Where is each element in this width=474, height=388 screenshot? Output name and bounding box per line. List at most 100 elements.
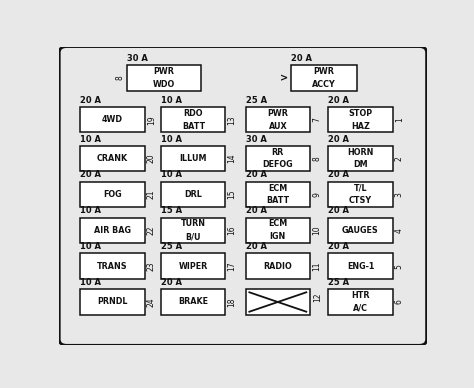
Text: 4: 4 — [395, 228, 404, 233]
Text: 25 A: 25 A — [246, 96, 267, 105]
Text: 14: 14 — [228, 154, 237, 163]
Bar — [161, 253, 226, 279]
Text: 4WD: 4WD — [102, 115, 123, 124]
Text: 3: 3 — [395, 192, 404, 197]
Text: 12: 12 — [313, 292, 322, 302]
Text: >: > — [280, 73, 288, 83]
Bar — [328, 146, 392, 171]
Text: CRANK: CRANK — [97, 154, 128, 163]
Bar — [161, 107, 226, 132]
Bar — [81, 146, 145, 171]
Text: HORN: HORN — [347, 148, 374, 157]
Text: 10 A: 10 A — [81, 206, 101, 215]
Bar — [127, 65, 201, 91]
Text: 20 A: 20 A — [328, 242, 349, 251]
Text: 1: 1 — [395, 118, 404, 122]
Text: B/U: B/U — [186, 232, 201, 241]
Text: 20 A: 20 A — [328, 96, 349, 105]
Text: 13: 13 — [228, 115, 237, 125]
Text: 20 A: 20 A — [328, 135, 349, 144]
Text: CTSY: CTSY — [349, 196, 372, 205]
Text: 17: 17 — [228, 262, 237, 271]
Text: IGN: IGN — [270, 232, 286, 241]
Text: 19: 19 — [147, 115, 156, 125]
Text: HAZ: HAZ — [351, 121, 370, 131]
Text: 15 A: 15 A — [161, 206, 182, 215]
Text: ENG-1: ENG-1 — [347, 262, 374, 271]
Text: PRNDL: PRNDL — [97, 298, 128, 307]
Text: 22: 22 — [147, 225, 156, 235]
Text: 6: 6 — [395, 300, 404, 305]
Text: WDO: WDO — [153, 80, 175, 89]
Bar — [328, 289, 392, 315]
Text: 20 A: 20 A — [328, 206, 349, 215]
Text: PWR: PWR — [313, 67, 334, 76]
Bar — [81, 218, 145, 243]
Text: 24: 24 — [147, 297, 156, 307]
Bar — [161, 182, 226, 207]
Text: BRAKE: BRAKE — [178, 298, 209, 307]
Text: PWR: PWR — [267, 109, 288, 118]
Bar — [81, 253, 145, 279]
Text: 16: 16 — [228, 225, 237, 235]
Bar — [246, 107, 310, 132]
Text: RDO: RDO — [183, 109, 203, 118]
Bar — [161, 218, 226, 243]
Text: 20: 20 — [147, 154, 156, 163]
Text: 2: 2 — [395, 156, 404, 161]
Text: A/C: A/C — [353, 304, 368, 313]
Bar — [81, 289, 145, 315]
Bar — [328, 253, 392, 279]
Text: 11: 11 — [312, 262, 321, 271]
Text: 10 A: 10 A — [81, 278, 101, 287]
Text: GAUGES: GAUGES — [342, 226, 379, 235]
Text: 10 A: 10 A — [161, 96, 182, 105]
Text: TURN: TURN — [181, 220, 206, 229]
Text: 30 A: 30 A — [246, 135, 266, 144]
Text: RADIO: RADIO — [264, 262, 292, 271]
Bar — [328, 182, 392, 207]
Text: 30 A: 30 A — [127, 54, 148, 63]
Text: 15: 15 — [228, 190, 237, 199]
Text: 8: 8 — [115, 76, 124, 80]
Text: 10 A: 10 A — [161, 170, 182, 179]
Text: 10 A: 10 A — [161, 135, 182, 144]
Text: 5: 5 — [395, 264, 404, 268]
Text: AIR BAG: AIR BAG — [94, 226, 131, 235]
Text: DRL: DRL — [184, 190, 202, 199]
Text: 8: 8 — [312, 156, 321, 161]
Text: 20 A: 20 A — [161, 278, 182, 287]
Text: 18: 18 — [228, 297, 237, 307]
Bar — [328, 107, 392, 132]
Text: 20 A: 20 A — [81, 96, 101, 105]
Bar — [246, 218, 310, 243]
Bar — [161, 146, 226, 171]
Text: 20 A: 20 A — [246, 170, 267, 179]
Bar — [81, 182, 145, 207]
FancyBboxPatch shape — [59, 47, 427, 345]
Text: 10 A: 10 A — [81, 135, 101, 144]
Text: DM: DM — [353, 161, 368, 170]
Bar — [246, 146, 310, 171]
Bar — [328, 218, 392, 243]
Text: HTR: HTR — [351, 291, 370, 300]
Bar — [291, 65, 357, 91]
Bar — [246, 253, 310, 279]
Text: TRANS: TRANS — [97, 262, 128, 271]
Text: ECM: ECM — [268, 184, 287, 192]
Text: PWR: PWR — [154, 67, 174, 76]
Bar — [161, 289, 226, 315]
Text: 20 A: 20 A — [246, 242, 267, 251]
Text: FOG: FOG — [103, 190, 122, 199]
Bar — [81, 107, 145, 132]
Text: 25 A: 25 A — [328, 278, 349, 287]
Text: BATT: BATT — [266, 196, 290, 205]
Text: ACCY: ACCY — [312, 80, 336, 89]
Bar — [246, 289, 310, 315]
Text: BATT: BATT — [182, 121, 205, 131]
Text: ILLUM: ILLUM — [180, 154, 207, 163]
Text: 20 A: 20 A — [246, 206, 267, 215]
Text: RR: RR — [272, 148, 284, 157]
Text: 10: 10 — [312, 225, 321, 235]
Text: WIPER: WIPER — [179, 262, 208, 271]
